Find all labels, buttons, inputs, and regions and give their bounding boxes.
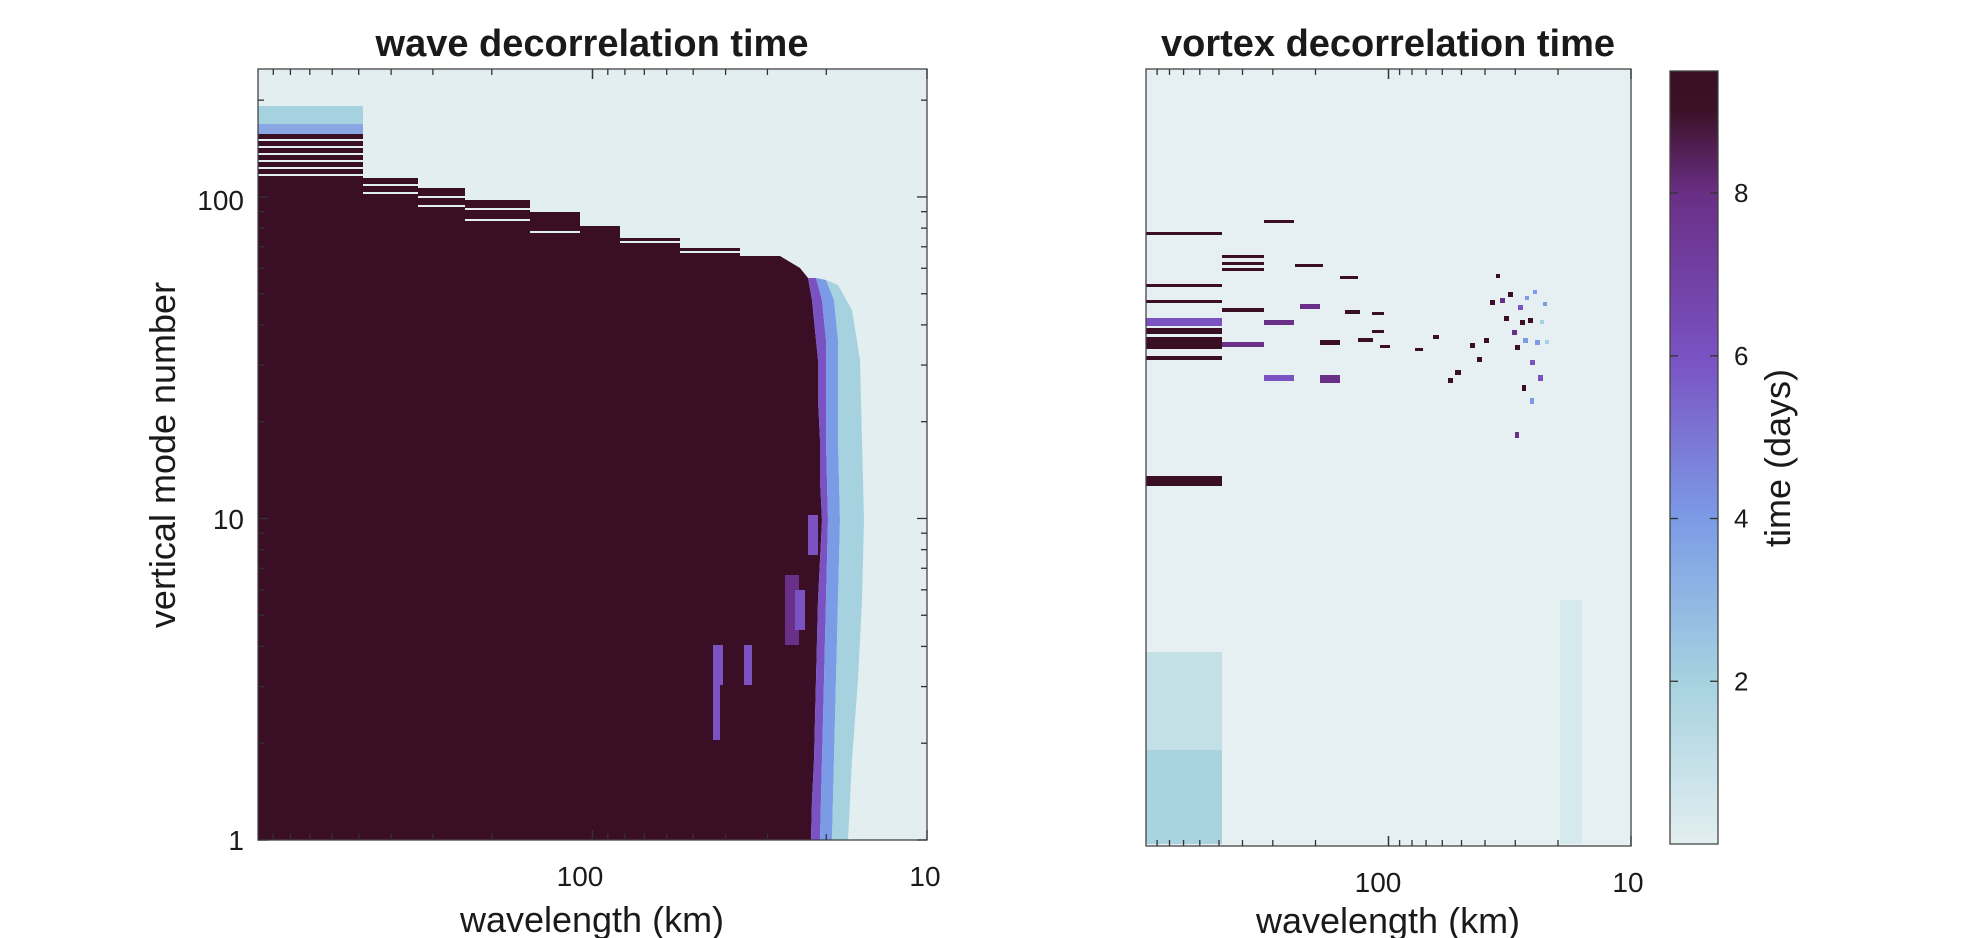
vortex-x-axis-label: wavelength (km) — [1255, 900, 1520, 938]
vortex-heatmap-cell — [1500, 298, 1505, 303]
wave-heatmap-cell — [795, 590, 805, 630]
wave-fringe-blue — [816, 278, 840, 840]
wave-x-minor-ticks — [272, 69, 928, 840]
vortex-heatmap-cell — [1504, 316, 1509, 321]
wave-heatmap-cell — [258, 106, 363, 124]
vortex-heatmap-cell — [1543, 302, 1547, 306]
vortex-x-tick-label: 10 — [1612, 867, 1643, 898]
vortex-x-minor-ticks — [1156, 69, 1632, 846]
wave-x-tick-label: 100 — [557, 861, 604, 892]
vortex-heatmap-cell — [1380, 345, 1390, 348]
vortex-heatmap-cell — [1146, 337, 1222, 349]
wave-saturated-region — [258, 134, 822, 840]
wave-heatmap-cell — [744, 645, 752, 685]
vortex-heatmap-cell — [1372, 312, 1384, 315]
wave-fringe-lightblue — [826, 280, 864, 840]
vortex-heatmap-cell — [1538, 375, 1543, 381]
vortex-heatmap-cell — [1528, 318, 1533, 323]
wave-heatmap-cell — [713, 645, 723, 685]
vortex-heatmap-cell — [1540, 320, 1544, 324]
vortex-heatmap-cell — [1146, 750, 1222, 844]
wave-x-axis-label: wavelength (km) — [459, 899, 724, 938]
vortex-heatmap-cell — [1146, 284, 1222, 287]
vortex-heatmap-cell — [1523, 338, 1528, 343]
vortex-heatmap-cell — [1300, 304, 1320, 309]
vortex-heatmap-cell — [1345, 310, 1360, 314]
wave-panel: wave decorrelation time 1 10 100 100 10 … — [142, 23, 941, 938]
vortex-heatmap-cell — [1264, 220, 1294, 223]
vortex-heatmap-cell — [1484, 338, 1489, 343]
colorbar-label: time (days) — [1757, 369, 1798, 547]
vortex-heatmap-cell — [1470, 343, 1475, 348]
vortex-heatmap-cell — [1320, 340, 1340, 345]
colorbar-tick-label: 8 — [1734, 178, 1748, 208]
vortex-heatmap-cell — [1508, 292, 1513, 297]
vortex-heatmap-cell — [1358, 338, 1373, 342]
wave-heatmap-cell — [713, 685, 720, 740]
wave-title: wave decorrelation time — [375, 23, 809, 65]
vortex-heatmap-cell — [1146, 356, 1222, 360]
vortex-heatmap-cell — [1222, 268, 1264, 271]
vortex-heatmap-cell — [1520, 320, 1525, 325]
vortex-heatmap-cell — [1146, 300, 1222, 303]
vortex-heatmap-cell — [1222, 342, 1264, 347]
vortex-heatmap-cell — [1340, 276, 1358, 279]
vortex-heatmap-cell — [1490, 300, 1495, 305]
wave-streaks — [258, 139, 740, 253]
vortex-heatmap-cell — [1515, 432, 1519, 438]
vortex-heatmap-cell — [1530, 398, 1534, 404]
colorbar-tick-label: 6 — [1734, 341, 1748, 371]
vortex-x-tick-label: 100 — [1355, 867, 1402, 898]
colorbar-tick-label: 4 — [1734, 504, 1748, 534]
vortex-heatmap — [1146, 69, 1631, 846]
vortex-heatmap-cell — [1146, 328, 1222, 334]
vortex-heatmap-cell — [1264, 320, 1294, 325]
colorbar-tick-label: 2 — [1734, 666, 1748, 696]
vortex-heatmap-cell — [1455, 370, 1461, 375]
colorbar-ticks: 2 4 6 8 — [1670, 178, 1748, 696]
vortex-heatmap-background — [1146, 69, 1631, 846]
colorbar: 2 4 6 8 time (days) — [1669, 70, 1798, 845]
vortex-heatmap-cell — [1448, 378, 1453, 383]
vortex-heatmap-cell — [1525, 296, 1529, 300]
vortex-heatmap-cell — [1522, 385, 1526, 391]
vortex-heatmap-cell — [1433, 335, 1439, 339]
vortex-heatmap-cell — [1372, 330, 1384, 333]
vortex-heatmap-cell — [1320, 375, 1340, 383]
vortex-heatmap-cell — [1222, 262, 1264, 265]
wave-y-minor-ticks — [258, 99, 927, 841]
colorbar-gradient — [1669, 70, 1719, 845]
vortex-panel: vortex decorrelation time 100 10 wavelen… — [1145, 23, 1644, 938]
wave-heatmap — [258, 69, 927, 840]
wave-y-tick-label: 1 — [228, 825, 244, 856]
vortex-heatmap-cell — [1533, 290, 1537, 294]
vortex-heatmap-cell — [1560, 600, 1582, 844]
vortex-heatmap-cell — [1222, 308, 1264, 312]
vortex-heatmap-cell — [1477, 357, 1482, 362]
vortex-heatmap-cell — [1512, 330, 1517, 335]
vortex-heatmap-cell — [1146, 476, 1222, 486]
wave-heatmap-cell — [808, 515, 818, 555]
wave-y-axis-label: vertical mode number — [142, 282, 183, 628]
wave-y-tick-label: 100 — [197, 185, 244, 216]
vortex-heatmap-cell — [1530, 360, 1535, 365]
vortex-heatmap-cell — [1415, 348, 1423, 351]
wave-y-tick-label: 10 — [213, 504, 244, 535]
vortex-title: vortex decorrelation time — [1161, 23, 1615, 65]
vortex-heatmap-cell — [1496, 274, 1500, 278]
vortex-heatmap-cell — [1515, 345, 1520, 350]
wave-fringe-purple — [808, 278, 828, 840]
vortex-heatmap-cell — [1295, 264, 1323, 267]
vortex-scattered-cells — [1146, 220, 1549, 438]
vortex-heatmap-cell — [1535, 340, 1540, 345]
vortex-heatmap-cell — [1264, 375, 1294, 381]
vortex-heatmap-cell — [1146, 318, 1222, 326]
vortex-heatmap-cell — [1518, 305, 1523, 310]
wave-x-tick-label: 10 — [909, 861, 940, 892]
wave-heatmap-cell — [258, 124, 363, 134]
vortex-heatmap-cell — [1545, 340, 1549, 344]
vortex-heatmap-cell — [1222, 255, 1264, 258]
vortex-heatmap-cell — [1146, 232, 1222, 235]
